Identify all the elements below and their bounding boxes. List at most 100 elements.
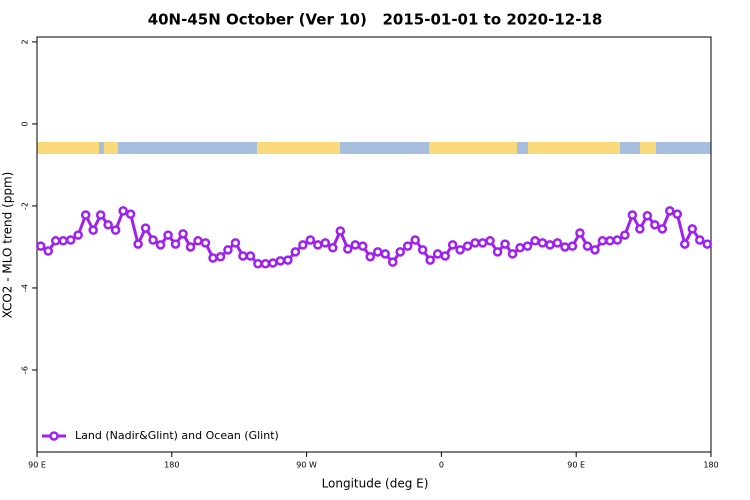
data-point: [560, 242, 570, 252]
data-point: [537, 238, 548, 248]
data-point: [200, 238, 211, 248]
data-point: [515, 243, 525, 253]
land-band: [528, 142, 620, 154]
data-point: [335, 226, 346, 236]
land-ocean-strip: [37, 142, 711, 154]
data-point: [275, 256, 286, 266]
data-point: [223, 245, 233, 255]
data-point: [530, 236, 540, 246]
data-point: [365, 252, 376, 262]
data-point: [163, 230, 173, 240]
data-point: [432, 249, 443, 259]
data-point: [500, 239, 510, 249]
data-point: [95, 210, 106, 220]
data-point: [387, 257, 398, 267]
data-point: [350, 240, 361, 250]
data-point: [80, 210, 91, 220]
data-point: [552, 238, 563, 248]
data-point: [43, 246, 53, 256]
data-point: [492, 247, 503, 257]
data-point: [313, 240, 323, 250]
data-point: [328, 243, 338, 253]
data-point: [260, 259, 271, 269]
x-tick-label: 180: [703, 461, 718, 470]
x-tick-label: 90 W: [296, 461, 317, 470]
data-point: [455, 245, 465, 255]
data-point: [702, 239, 713, 249]
data-point: [343, 244, 353, 254]
data-point: [462, 241, 473, 251]
data-point: [597, 236, 608, 246]
data-point: [410, 235, 420, 245]
data-point: [485, 236, 495, 246]
data-point: [320, 238, 331, 248]
data-point: [642, 211, 653, 221]
data-point: [545, 240, 555, 250]
data-point: [665, 206, 675, 216]
y-tick-label: -4: [21, 284, 30, 292]
data-point: [193, 236, 203, 246]
land-band: [104, 142, 118, 154]
data-point: [447, 240, 458, 250]
x-tick-label: 90 E: [567, 461, 585, 470]
data-point: [680, 239, 690, 249]
data-point: [230, 238, 241, 248]
data-point: [133, 239, 143, 249]
data-point: [372, 247, 383, 257]
data-point: [125, 209, 136, 219]
data-point: [417, 245, 428, 255]
data-point: [627, 210, 638, 220]
data-point: [695, 235, 705, 245]
data-point: [305, 235, 316, 245]
data-point: [567, 241, 578, 251]
x-tick-label: 90 E: [28, 461, 46, 470]
data-point: [268, 258, 278, 268]
land-band: [429, 142, 517, 154]
chart-title: 40N-45N October (Ver 10) 2015-01-01 to 2…: [148, 11, 603, 29]
data-point: [605, 236, 615, 246]
data-point: [118, 206, 128, 216]
y-tick-label: -6: [21, 366, 30, 374]
data-point: [245, 251, 256, 261]
data-point: [470, 238, 480, 248]
data-point: [103, 220, 113, 230]
data-point: [50, 236, 61, 246]
data-point: [283, 255, 293, 265]
data-point: [35, 241, 46, 251]
data-point: [582, 241, 593, 251]
data-point: [290, 247, 301, 257]
data-point: [440, 251, 450, 261]
data-point: [657, 224, 668, 234]
data-point: [238, 251, 248, 261]
data-point: [208, 253, 218, 263]
data-point: [650, 220, 660, 230]
x-tick-label: 180: [164, 461, 179, 470]
land-band: [640, 142, 656, 154]
data-point: [635, 224, 645, 234]
y-axis-title: XCO2 - MLO trend (ppm): [1, 172, 15, 319]
x-axis-title: Longitude (deg E): [322, 477, 429, 491]
data-point: [65, 235, 76, 245]
data-point: [215, 252, 226, 262]
y-tick-label: 0: [21, 121, 30, 126]
data-point: [522, 241, 533, 251]
data-point: [395, 247, 405, 257]
data-point: [380, 249, 390, 259]
y-tick-label: -2: [21, 202, 30, 210]
data-point: [58, 236, 68, 246]
data-point: [170, 239, 181, 249]
data-point: [155, 240, 166, 250]
y-tick-label: 2: [21, 39, 30, 44]
data-point: [507, 249, 518, 259]
data-point: [148, 235, 158, 245]
data-point: [88, 225, 98, 235]
data-point: [612, 235, 623, 245]
data-point: [358, 241, 368, 251]
legend-marker: [49, 431, 59, 441]
data-point: [425, 255, 435, 265]
data-point: [140, 223, 151, 233]
data-point: [620, 230, 630, 240]
data-point: [672, 209, 683, 219]
data-point: [185, 242, 196, 252]
